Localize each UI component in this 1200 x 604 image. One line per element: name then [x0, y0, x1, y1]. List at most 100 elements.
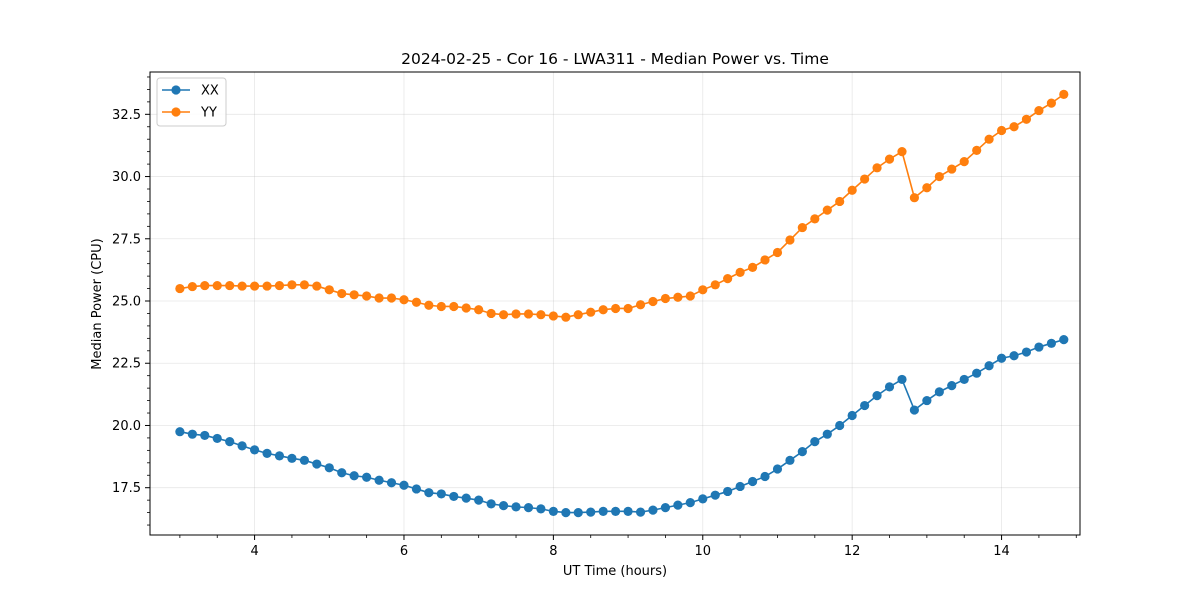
data-point-yy [498, 310, 509, 320]
data-point-xx [723, 486, 733, 497]
data-point-yy [772, 247, 783, 258]
y-axis-label: Median Power (CPU) [90, 238, 105, 369]
data-point-yy [623, 303, 633, 314]
data-point-yy [324, 285, 334, 295]
data-point-yy [287, 280, 297, 290]
x-axis-label: UT Time (hours) [563, 564, 667, 579]
data-point-xx [362, 472, 372, 482]
data-point-xx [996, 353, 1007, 363]
data-point-xx [299, 455, 310, 465]
series-xx [175, 334, 1069, 518]
data-point-xx [486, 499, 496, 509]
data-point-xx [586, 507, 596, 517]
data-point-yy [1021, 114, 1032, 124]
legend: XX YY [156, 77, 227, 127]
data-point-yy [436, 301, 446, 312]
data-point-xx [685, 498, 695, 508]
data-point-yy [673, 292, 683, 302]
data-point-xx [785, 455, 795, 465]
data-point-yy [262, 281, 272, 291]
data-point-xx [673, 500, 683, 510]
data-point-xx [984, 361, 994, 371]
data-point-xx [436, 489, 446, 499]
data-point-xx [660, 503, 671, 513]
data-point-yy [374, 293, 384, 303]
data-point-yy [511, 309, 521, 319]
data-point-yy [685, 291, 695, 301]
data-point-yy [424, 300, 434, 310]
data-point-yy [785, 235, 795, 245]
data-point-yy [175, 283, 185, 294]
data-point-xx [374, 475, 384, 485]
data-point-yy [648, 296, 658, 307]
data-point-yy [1009, 122, 1019, 132]
data-point-xx [760, 471, 770, 482]
data-point-xx [810, 437, 820, 447]
x-tick-label: 4 [250, 544, 258, 559]
data-point-yy [362, 291, 372, 301]
data-point-yy [822, 205, 832, 215]
data-point-xx [835, 420, 845, 431]
legend-item-xx: XX [162, 84, 219, 99]
series-line-yy [179, 93, 1065, 318]
data-point-yy [486, 308, 496, 319]
y-tick-label: 25.0 [112, 295, 141, 310]
data-point-xx [648, 505, 658, 515]
data-point-yy [411, 297, 422, 307]
data-point-xx [934, 387, 944, 397]
data-point-xx [399, 480, 409, 490]
legend-label: YY [200, 106, 217, 121]
data-point-yy [797, 222, 807, 233]
data-point-xx [287, 453, 297, 463]
data-point-xx [922, 395, 932, 406]
y-tick-label: 17.5 [112, 481, 141, 496]
chart-title: 2024-02-25 - Cor 16 - LWA311 - Median Po… [401, 50, 829, 68]
data-point-yy [947, 164, 957, 174]
data-point-yy [523, 309, 534, 319]
data-point-yy [461, 303, 471, 313]
data-point-xx [523, 503, 534, 513]
data-point-xx [386, 478, 397, 488]
data-point-yy [660, 293, 671, 304]
data-point-yy [922, 183, 932, 193]
data-point-yy [723, 274, 733, 284]
data-point-yy [1046, 98, 1056, 108]
plot-frame [149, 71, 1081, 536]
data-point-xx [561, 507, 571, 518]
data-point-yy [200, 280, 210, 291]
data-point-yy [536, 310, 546, 320]
data-point-xx [1046, 338, 1056, 348]
data-point-yy [474, 305, 484, 315]
data-point-xx [249, 445, 260, 455]
data-point-yy [847, 185, 857, 195]
data-point-xx [860, 400, 870, 411]
series-line-xx [179, 338, 1065, 514]
data-point-yy [337, 288, 347, 299]
data-point-yy [573, 310, 583, 320]
data-point-xx [698, 494, 708, 504]
data-point-xx [411, 484, 422, 494]
y-tick-label: 20.0 [112, 419, 141, 434]
data-point-yy [1034, 105, 1044, 116]
data-point-yy [548, 311, 558, 321]
grid [150, 72, 1080, 535]
data-point-yy [349, 290, 359, 300]
legend-label: XX [201, 84, 219, 99]
data-point-yy [872, 163, 882, 173]
x-tick-label: 12 [844, 544, 861, 559]
data-point-xx [498, 501, 509, 511]
data-point-yy [810, 214, 820, 224]
x-tick-label: 14 [993, 544, 1010, 559]
y-tick-label: 32.5 [112, 108, 141, 123]
data-point-yy [760, 255, 770, 265]
axes: 4 6 8 10 12 14 17.5 20.0 22.5 25.0 27.5 30.0 32.5 [112, 76, 1077, 559]
data-point-yy [299, 280, 310, 290]
data-point-yy [386, 293, 397, 303]
data-point-yy [984, 134, 994, 144]
data-point-yy [635, 300, 646, 310]
legend-marker [171, 107, 181, 117]
data-point-xx [598, 506, 608, 516]
data-point-yy [449, 301, 459, 312]
data-point-yy [212, 280, 222, 291]
